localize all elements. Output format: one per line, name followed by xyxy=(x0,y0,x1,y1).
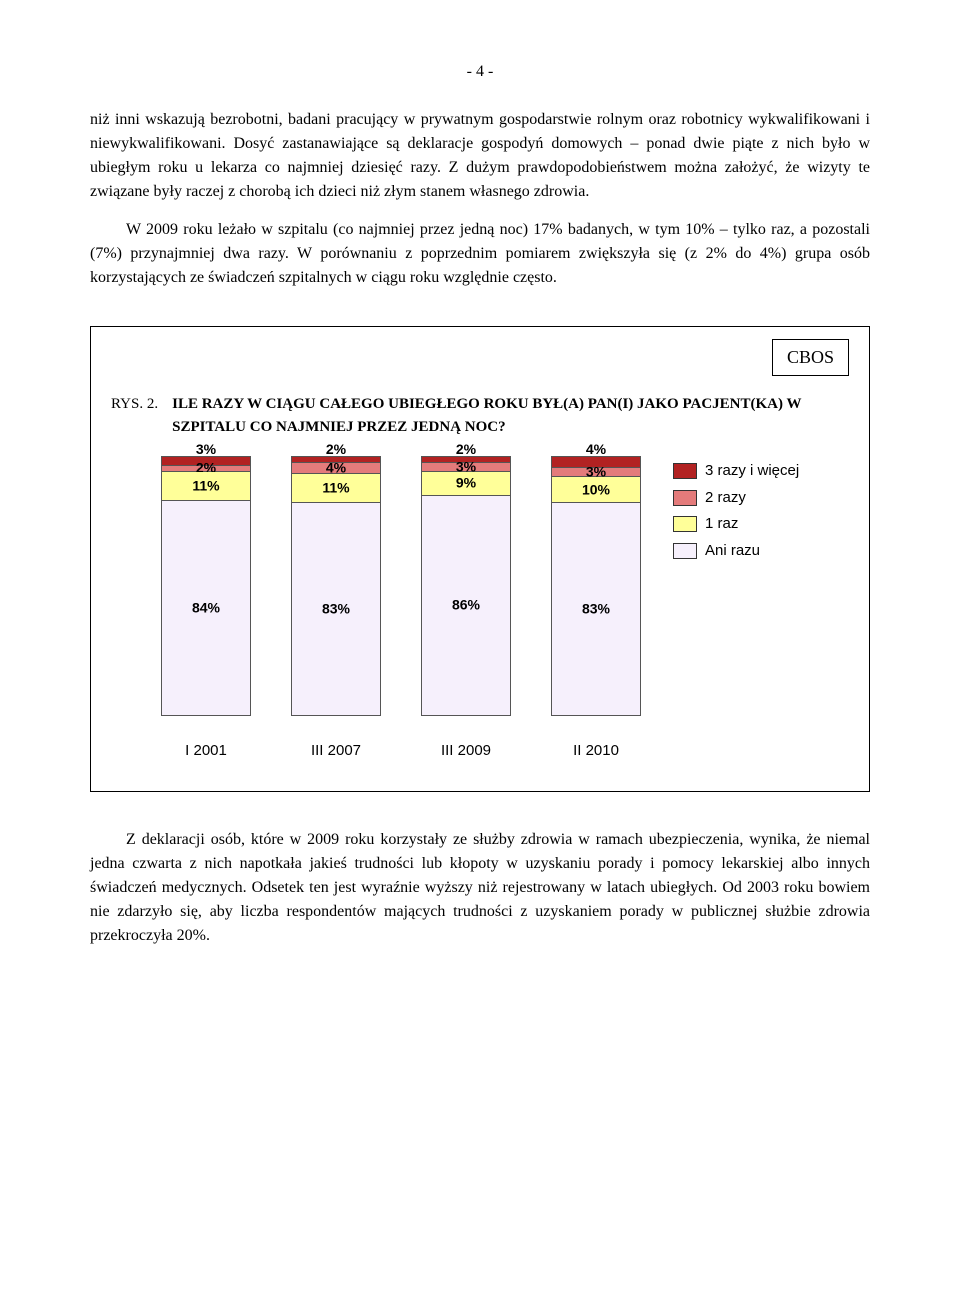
bar-category-label: III 2007 xyxy=(311,740,361,763)
legend-label: 2 razy xyxy=(705,487,746,510)
bar-segment-none: 83% xyxy=(292,503,380,715)
bar-segment-two: 3% xyxy=(552,468,640,477)
legend-swatch xyxy=(673,516,697,532)
bar-segment-two: 4% xyxy=(292,463,380,474)
bar-segment-label: 10% xyxy=(582,479,610,500)
bar-segment-two: 3% xyxy=(422,463,510,472)
bar-column: 2%3%9%86%III 2009 xyxy=(421,456,511,763)
bar-segment-label: 84% xyxy=(192,597,220,618)
bar-segment-one: 9% xyxy=(422,472,510,496)
bar-segment-label: 83% xyxy=(322,599,350,620)
bar-segment-label: 86% xyxy=(452,595,480,616)
legend-swatch xyxy=(673,543,697,559)
bar-segment-one: 10% xyxy=(552,477,640,504)
legend-swatch xyxy=(673,463,697,479)
chart: 3%2%11%84%I 20012%4%11%83%III 20072%3%9%… xyxy=(161,456,849,763)
bar-segment-label: 9% xyxy=(456,473,476,494)
bar-column: 2%4%11%83%III 2007 xyxy=(291,456,381,763)
figure-title: ILE RAZY W CIĄGU CAŁEGO UBIEGŁEGO ROKU B… xyxy=(172,393,849,438)
legend-item-none: Ani razu xyxy=(673,540,799,563)
bar-segment-label: 11% xyxy=(192,475,219,496)
chart-bars: 3%2%11%84%I 20012%4%11%83%III 20072%3%9%… xyxy=(161,456,641,763)
legend-label: 3 razy i więcej xyxy=(705,460,799,483)
bar-stack: 4%3%10%83% xyxy=(551,456,641,716)
bar-column: 4%3%10%83%II 2010 xyxy=(551,456,641,763)
paragraph-2: W 2009 roku leżało w szpitalu (co najmni… xyxy=(90,218,870,290)
bar-column: 3%2%11%84%I 2001 xyxy=(161,456,251,763)
bar-segment-label: 11% xyxy=(322,478,349,499)
bar-segment-one: 11% xyxy=(162,472,250,501)
bar-stack: 2%4%11%83% xyxy=(291,456,381,716)
bar-category-label: I 2001 xyxy=(185,740,227,763)
paragraph-3: Z deklaracji osób, które w 2009 roku kor… xyxy=(90,828,870,948)
legend-item-two: 2 razy xyxy=(673,487,799,510)
chart-legend: 3 razy i więcej 2 razy 1 raz Ani razu xyxy=(673,460,799,566)
bar-segment-one: 11% xyxy=(292,474,380,503)
bar-stack: 3%2%11%84% xyxy=(161,456,251,716)
bar-segment-label: 4% xyxy=(586,439,606,460)
figure-box: CBOS RYS. 2. ILE RAZY W CIĄGU CAŁEGO UBI… xyxy=(90,326,870,792)
cbos-badge: CBOS xyxy=(772,339,849,376)
bar-segment-label: 83% xyxy=(582,599,610,620)
figure-caption: RYS. 2. ILE RAZY W CIĄGU CAŁEGO UBIEGŁEG… xyxy=(111,393,849,438)
bar-segment-none: 86% xyxy=(422,496,510,715)
page-number: - 4 - xyxy=(90,60,870,84)
bar-category-label: II 2010 xyxy=(573,740,619,763)
legend-label: Ani razu xyxy=(705,540,760,563)
bar-segment-none: 83% xyxy=(552,503,640,715)
figure-label: RYS. 2. xyxy=(111,393,172,438)
legend-swatch xyxy=(673,490,697,506)
legend-item-one: 1 raz xyxy=(673,513,799,536)
bar-segment-none: 84% xyxy=(162,501,250,715)
bar-category-label: III 2009 xyxy=(441,740,491,763)
legend-item-three_plus: 3 razy i więcej xyxy=(673,460,799,483)
legend-label: 1 raz xyxy=(705,513,738,536)
paragraph-1: niż inni wskazują bezrobotni, badani pra… xyxy=(90,108,870,204)
bar-stack: 2%3%9%86% xyxy=(421,456,511,716)
